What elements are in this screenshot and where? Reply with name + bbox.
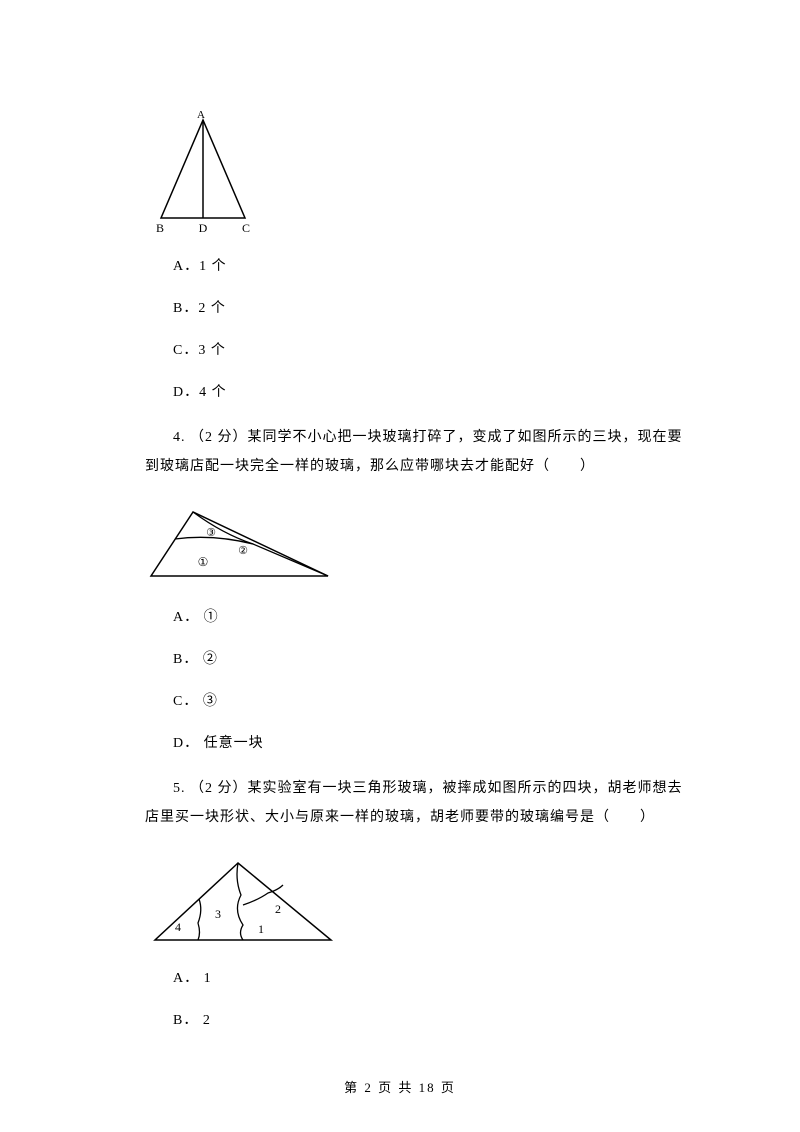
q5-option-a: A． 1 bbox=[173, 967, 685, 987]
figure-triangle-abc: A B D C bbox=[143, 108, 685, 243]
q4-option-d: D． 任意一块 bbox=[173, 732, 685, 752]
figure-broken-glass-4: 4 3 1 2 bbox=[143, 855, 685, 955]
glass4-label-1: 1 bbox=[258, 922, 264, 936]
vertex-c-label: C bbox=[242, 221, 250, 235]
glass3-label-1: ① bbox=[198, 555, 209, 569]
figure-broken-glass-3: ① ② ③ bbox=[143, 504, 685, 594]
glass4-svg: 4 3 1 2 bbox=[143, 855, 343, 950]
vertex-a-label: A bbox=[197, 109, 205, 121]
vertex-b-label: B bbox=[156, 221, 164, 235]
q4-option-c: C． ③ bbox=[173, 690, 685, 710]
glass4-label-4: 4 bbox=[175, 920, 181, 934]
q4-option-b: B． ② bbox=[173, 648, 685, 668]
glass4-label-3: 3 bbox=[215, 907, 221, 921]
glass3-label-2: ② bbox=[238, 545, 248, 557]
q3-option-b: B．2 个 bbox=[173, 297, 685, 317]
glass3-svg: ① ② ③ bbox=[143, 504, 343, 589]
triangle-svg: A B D C bbox=[143, 108, 283, 238]
q4-text: 4. （2 分）某同学不小心把一块玻璃打碎了，变成了如图所示的三块，现在要到玻璃… bbox=[145, 423, 685, 482]
q4-option-a: A． ① bbox=[173, 606, 685, 626]
glass3-label-3: ③ bbox=[206, 527, 216, 539]
q5-text: 5. （2 分）某实验室有一块三角形玻璃，被摔成如图所示的四块，胡老师想去店里买… bbox=[145, 774, 685, 833]
glass4-label-2: 2 bbox=[275, 902, 281, 916]
q5-option-b: B． 2 bbox=[173, 1009, 685, 1029]
q3-option-a: A．1 个 bbox=[173, 255, 685, 275]
q3-option-c: C．3 个 bbox=[173, 339, 685, 359]
q3-option-d: D．4 个 bbox=[173, 381, 685, 401]
page-content: A B D C A．1 个 B．2 个 C．3 个 D．4 个 4. （2 分）… bbox=[0, 0, 800, 1029]
page-footer: 第 2 页 共 18 页 bbox=[0, 1077, 800, 1096]
vertex-d-label: D bbox=[199, 221, 208, 235]
